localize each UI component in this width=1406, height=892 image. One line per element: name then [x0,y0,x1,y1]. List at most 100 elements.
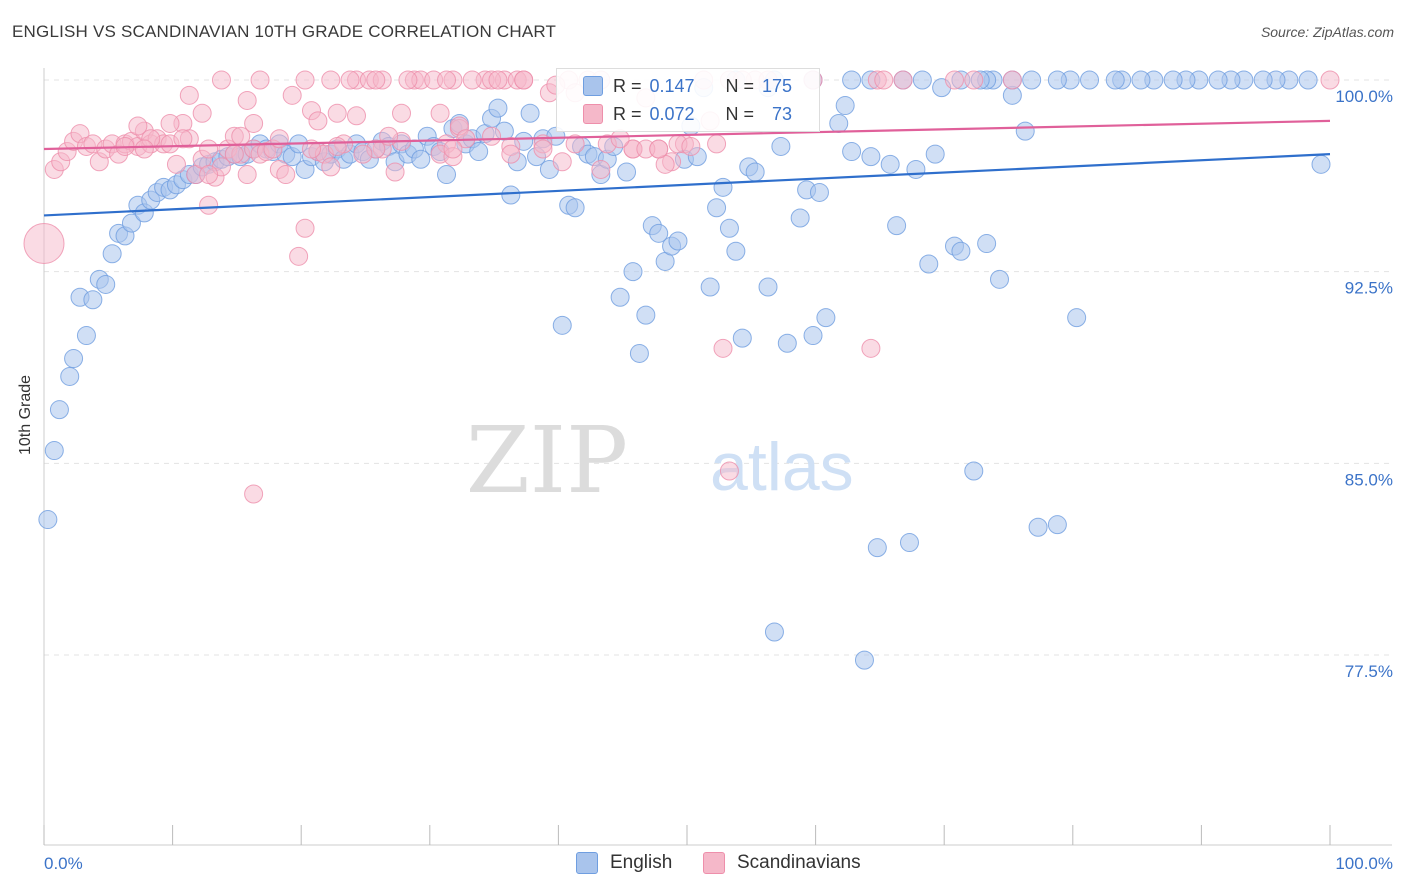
english-point [867,538,887,558]
bottom-legend-scandinavians-label: Scandinavians [737,852,861,873]
english-point [44,441,64,461]
scandinavian-point [308,111,328,131]
english-point [623,262,643,282]
english-point [437,165,457,185]
english-point [1047,70,1067,90]
english-point [854,650,874,670]
english-point [76,326,96,346]
english-point [964,461,984,481]
english-point [552,315,572,335]
english-point [977,234,997,254]
english-point [1253,70,1273,90]
english-point [764,622,784,642]
scandinavian-point [366,70,386,90]
english-point [1298,70,1318,90]
english-point [501,185,521,205]
english-point [1028,517,1048,537]
legend-english-r-label: R = [613,75,642,96]
english-point [906,159,926,179]
scandinavian-point [533,139,553,159]
english-point [842,70,862,90]
scandinavian-point [244,113,264,133]
english-point [887,216,907,236]
scandinavian-point [430,103,450,123]
scandinavian-point [861,338,881,358]
scandinavian-point [301,139,321,159]
scandinavian-point [327,136,347,156]
scandinavian-point [501,144,521,164]
legend-scand-n-label: N = [725,103,755,124]
english-point [758,277,778,297]
scandinavian-point [944,70,964,90]
bottom-legend: English Scandinavians [0,852,1406,878]
english-point [1311,154,1331,174]
scandinavian-point [713,338,733,358]
scandinavian-point [398,70,418,90]
scandinavian-point [707,134,727,154]
english-point [1022,70,1042,90]
scandinavian-point [166,154,186,174]
english-point [726,241,746,261]
english-trend-line [43,153,1331,217]
scandinavian-point [23,223,65,265]
scandinavian-point [295,70,315,90]
scandinavian-point [610,129,630,149]
scandinavian-point [649,139,669,159]
x-tick-label-max: 100.0% [1335,854,1393,873]
english-point [60,366,80,386]
scandinavian-point [276,165,296,185]
scandinavian-point [874,70,894,90]
scandinavian-point [289,246,309,266]
scandinavian-point [327,103,347,123]
scandinavian-point [224,144,244,164]
watermark-zip: ZIP [466,407,628,514]
scandinavian-trend-line [43,119,1331,151]
zipatlas-watermark: ZIP atlas [466,407,854,514]
legend-row-scandinavian: R = 0.072 N = 73 [583,102,792,126]
bottom-legend-swatch-scandinavians [703,852,725,874]
scandinavian-point [462,70,482,90]
trend-lines [43,119,1331,217]
scandinavian-point [719,461,739,481]
scandinavian-point [173,129,193,149]
english-point [520,103,540,123]
scandinavian-point [231,126,251,146]
english-point [777,333,797,353]
bottom-legend-scandinavians[interactable]: Scandinavians [703,852,861,874]
legend-scand-r-value: 0.072 [649,103,695,124]
scandinavian-point [160,113,180,133]
scandinavian-point [443,139,463,159]
scandinavian-point [437,70,457,90]
bottom-legend-english-label: English [610,852,673,873]
scandinavian-point [237,165,257,185]
english-point [488,98,508,118]
english-point [816,308,836,328]
legend-scand-r-label: R = [613,103,642,124]
english-point [1067,308,1087,328]
english-point [912,70,932,90]
source-label: Source: ZipAtlas.com [1260,24,1394,40]
scandinavian-point [321,157,341,177]
english-point [771,136,791,156]
legend-english-r-value: 0.147 [649,75,695,96]
bottom-legend-english[interactable]: English [576,852,672,874]
english-point [629,343,649,363]
scandinavian-point [179,85,199,105]
english-point [989,269,1009,289]
english-point [121,213,141,233]
scandinavian-point [353,144,373,164]
english-point [925,144,945,164]
english-point [668,231,688,251]
y-axis-label: 10th Grade [17,374,34,455]
english-point [96,274,116,294]
scandinavian-point [591,159,611,179]
english-point [790,208,810,228]
english-point [617,162,637,182]
english-point [1080,70,1100,90]
english-point [899,533,919,553]
legend-swatch-english [583,76,603,96]
english-point [1015,121,1035,141]
bottom-legend-swatch-english [576,852,598,874]
legend-row-english: R = 0.147 N = 175 [583,74,792,98]
